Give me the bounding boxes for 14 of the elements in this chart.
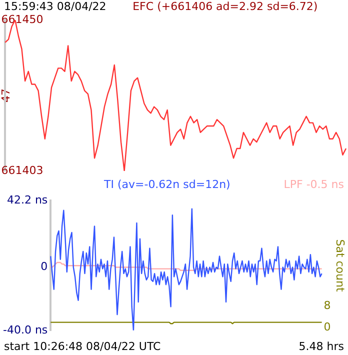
y-tick-label: 42.2 ns [6, 193, 48, 206]
chart-title: EFC (+661406 ad=2.92 sd=6.72) [132, 0, 319, 13]
y-tick-label: 0 [40, 260, 48, 274]
text: TI (av=-0.62n sd=12n) [104, 178, 230, 191]
y-tick-label: 661450 [1, 12, 44, 26]
y-tick-label: -40.0 ns [2, 323, 48, 336]
y2-axis-title: Sat count [334, 239, 347, 292]
text: start 10:26:48 08/04/22 UTC [4, 340, 161, 353]
y2-tick-label: 8 [324, 298, 331, 312]
text: 5.48 hrs [298, 340, 344, 353]
y2-tick-label: 0 [324, 320, 331, 334]
y-tick-label: 661403 [1, 164, 44, 177]
text: 15:59:43 08/04/22 [4, 0, 106, 13]
text: LPF -0.5 ns [284, 178, 344, 191]
